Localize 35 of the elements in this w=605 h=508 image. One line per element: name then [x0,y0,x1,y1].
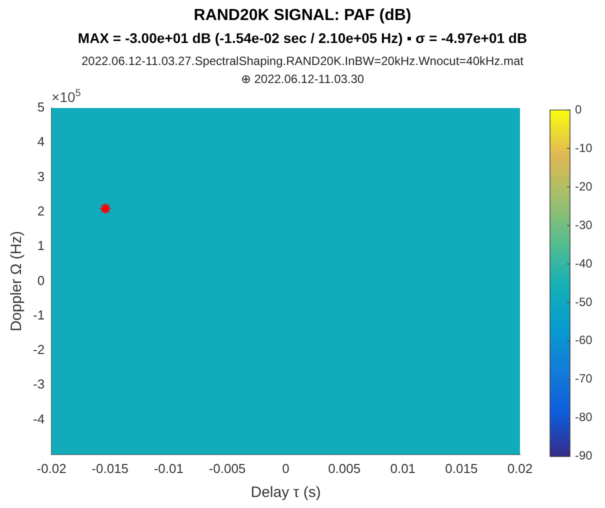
y-tick-label: 0 [37,272,45,288]
text: ⊕ 2022.06.12-11.03.30 [240,72,364,86]
color-bar-label: -90 [575,448,593,463]
x-tick-label: 0.005 [328,460,361,476]
y-tick-label: 5 [37,100,45,115]
color-bar-label: -70 [575,372,593,386]
x-tick-label: -0.015 [92,460,129,476]
y-tick-label: -1 [32,307,45,322]
x-tick-label: -0.01 [154,460,184,476]
y-tick-label: 4 [37,134,45,150]
chart-subtitle: MAX = -3.00e+01 dB (-1.54e-02 sec / 2.10e+05 Hz) ▪ σ = -4.97e+01 dB [78,30,528,46]
x-tick-label: 0.015 [445,460,478,476]
x-tick-label: 0.02 [507,460,533,476]
text: 2022.06.12-11.03.27.SpectralShaping.RAND20K.InBW=20kHz.Wnocut=40kHz.mat [81,54,524,68]
y-tick-label: 2 [37,204,45,218]
x-tick-label: -0.02 [36,460,66,476]
x-tick-label: -0.005 [208,460,246,476]
y-tick-label: 1 [37,238,45,254]
color-bar-label: -10 [575,140,593,155]
color-bar-label: 0 [575,102,582,116]
y-tick-label: -2 [32,342,45,358]
color-bar-label: -50 [575,294,593,309]
color-bar-label: -20 [575,179,593,194]
y-tick-label: 3 [37,168,45,184]
color-bar-label: -80 [575,410,593,424]
color-bar-label: -40 [575,256,593,270]
color-bar-label: -30 [575,218,593,232]
x-tick-label: 0.01 [390,460,416,476]
color-bar-label: -60 [575,333,593,348]
y-tick-label: -4 [32,411,45,426]
y-tick-label: -3 [32,376,45,392]
x-axis-title: Delay τ (s) [250,484,321,502]
chart-title: RAND20K SIGNAL: PAF (dB) [194,7,412,24]
x-tick-label: 0 [282,460,290,476]
y-axis-title: Doppler Ω (Hz) [8,230,26,332]
